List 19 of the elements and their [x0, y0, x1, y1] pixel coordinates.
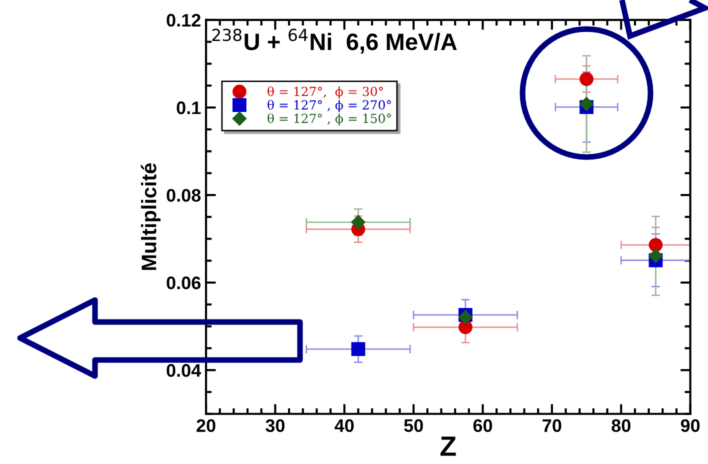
y-tick-label: 0.12	[166, 14, 200, 27]
legend-label: θ = 127° , ϕ = 150°	[268, 113, 391, 126]
x-tick-label: 60	[473, 419, 492, 432]
chart-title: $^{238}$U + $^{64}$Ni 6,6 MeV/A	[212, 28, 457, 54]
x-tick-label: 70	[542, 419, 562, 432]
y-tick-label: 0.06	[166, 276, 201, 290]
x-axis-title: Z	[440, 436, 456, 456]
x-tick-label: 20	[196, 419, 216, 432]
x-tick-label: 30	[266, 419, 285, 432]
x-tick-label: 90	[680, 419, 700, 432]
x-tick-label: 80	[612, 419, 630, 432]
y-tick-label: 0.08	[166, 188, 201, 202]
x-tick-label: 40	[334, 419, 354, 432]
legend-label: θ = 127°, ϕ = 30°	[268, 86, 383, 99]
legend-label: θ = 127° , ϕ = 270°	[268, 100, 391, 112]
x-tick-label: 50	[404, 419, 423, 432]
y-tick-label: 0.1	[176, 101, 201, 114]
y-tick-label: 0.04	[166, 364, 202, 377]
y-axis-title: Multiplicité	[140, 163, 160, 270]
